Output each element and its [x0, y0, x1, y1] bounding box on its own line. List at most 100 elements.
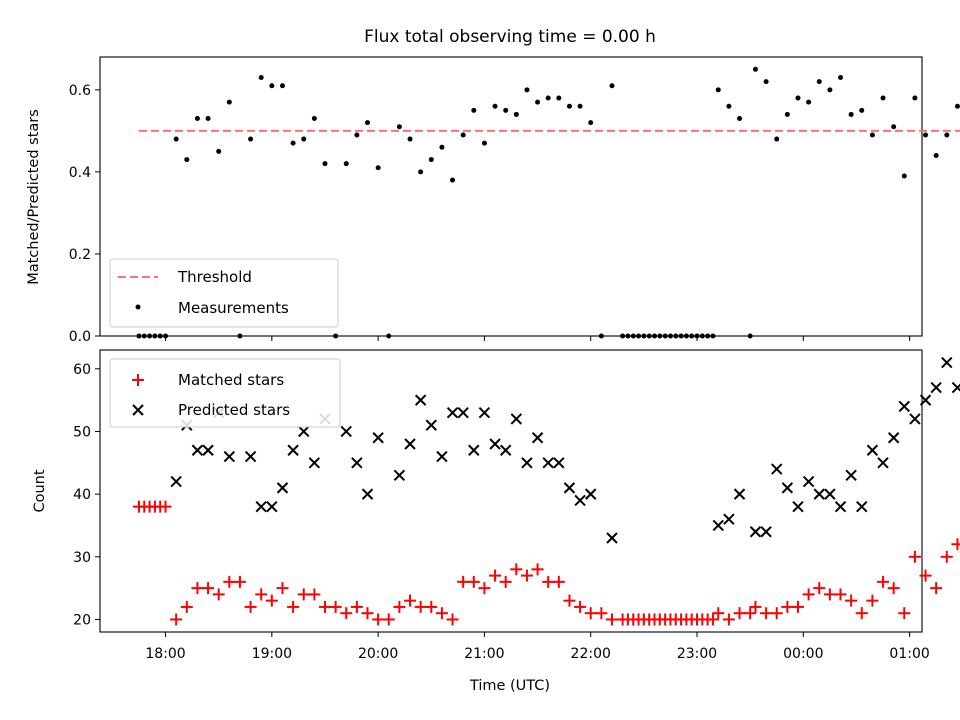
matched-star-point: [308, 588, 321, 601]
measurement-point: [322, 161, 328, 167]
predicted-star-point: [170, 475, 182, 488]
predicted-star-point: [244, 450, 257, 463]
measurement-point: [503, 107, 509, 113]
matched-star-point: [159, 500, 172, 513]
measurement-point: [439, 144, 445, 150]
predicted-star-point: [287, 444, 299, 456]
measurement-point: [667, 333, 673, 339]
matched-star-point: [919, 569, 932, 582]
matched-star-point: [712, 607, 725, 620]
matched-star-point: [781, 600, 794, 613]
measurement-point: [662, 333, 668, 339]
top-plot-frame: [99, 56, 923, 337]
measurement-point: [630, 333, 636, 339]
bottom-y-tick-label: 60: [73, 362, 91, 378]
measurement-point: [933, 152, 939, 158]
matched-star-point: [834, 588, 847, 601]
matched-star-point: [749, 600, 762, 613]
measurement-point: [418, 169, 424, 175]
measurement-point: [699, 333, 705, 339]
matched-star-point: [265, 594, 278, 607]
x-tick-label: 22:00: [571, 646, 611, 662]
matched-star-point: [233, 575, 246, 588]
predicted-star-point: [898, 400, 910, 413]
predicted-star-point: [877, 457, 889, 469]
matched-star-point: [372, 613, 385, 626]
matched-star-point: [404, 594, 417, 607]
predicted-star-point: [542, 457, 554, 469]
measurement-point: [375, 165, 381, 171]
predicted-legend-swatch: [132, 404, 144, 416]
matched-legend-swatch: [132, 374, 144, 386]
measurement-point: [545, 95, 551, 101]
threshold-legend-label: Threshold: [177, 268, 252, 286]
measurement-point: [848, 111, 854, 117]
predicted-star-point: [223, 450, 236, 463]
matched-star-point: [733, 607, 746, 620]
predicted-star-point: [712, 519, 724, 532]
bottom-y-tick-label: 30: [73, 550, 91, 566]
measurement-point: [598, 333, 604, 339]
measurement-point: [248, 136, 254, 142]
measurement-point: [678, 333, 684, 339]
matched-star-point: [531, 563, 544, 576]
measurements-legend-swatch: [135, 304, 141, 310]
measurement-point: [237, 333, 243, 339]
measurement-point: [859, 107, 865, 113]
matched-star-point: [866, 594, 879, 607]
bottom-y-axis-label: Count: [32, 469, 48, 512]
matched-star-point: [706, 613, 719, 626]
measurement-point: [290, 140, 296, 146]
x-tick-label: 19:00: [252, 646, 292, 662]
measurement-point: [838, 75, 844, 81]
measurement-point: [343, 161, 349, 167]
matched-star-point: [499, 575, 512, 588]
predicted-star-point: [749, 526, 762, 538]
matched-star-point: [887, 582, 900, 595]
predicted-star-point: [478, 406, 491, 419]
measurement-point: [311, 116, 317, 122]
predicted-star-point: [834, 500, 847, 513]
measurement-point: [816, 79, 822, 85]
measurement-point: [880, 95, 886, 101]
predicted-star-point: [771, 463, 783, 475]
matched-star-point: [202, 582, 215, 595]
measurement-point: [163, 333, 169, 339]
predicted-star-point: [276, 482, 289, 494]
predicted-star-point: [574, 494, 586, 507]
x-tick-label: 00:00: [783, 646, 823, 662]
x-tick-label: 01:00: [889, 646, 929, 662]
matched-star-point: [722, 613, 735, 626]
matched-star-point: [382, 613, 395, 626]
matched-star-point: [276, 582, 289, 595]
matched-star-point: [845, 594, 858, 607]
matched-star-point: [855, 607, 868, 620]
measurement-point: [566, 103, 572, 109]
measurement-point: [609, 83, 615, 89]
matched-star-point: [542, 575, 555, 588]
predicted-star-point: [361, 488, 374, 500]
measurement-point: [923, 132, 929, 138]
predicted-star-point: [414, 394, 427, 406]
predicted-star-point: [351, 457, 363, 469]
matched-star-point: [877, 575, 890, 588]
measurement-point: [407, 136, 413, 142]
matched-star-point: [478, 582, 491, 595]
predicted-star-point: [340, 425, 352, 438]
predicted-star-point: [308, 457, 321, 469]
measurement-point: [157, 333, 163, 339]
matched-star-point: [361, 607, 374, 620]
measurement-point: [226, 99, 232, 105]
measurement-point: [795, 95, 801, 101]
matched-star-point: [813, 582, 826, 595]
predicted-star-point: [733, 488, 746, 500]
measurement-point: [386, 333, 392, 339]
measurement-point: [428, 157, 434, 163]
measurement-point: [641, 333, 647, 339]
matched-star-point: [563, 594, 576, 607]
measurement-point: [152, 333, 158, 339]
predicted-star-point: [760, 526, 772, 538]
predicted-star-point: [553, 457, 565, 469]
predicted-star-point: [266, 500, 278, 513]
matched-star-point: [457, 575, 470, 588]
